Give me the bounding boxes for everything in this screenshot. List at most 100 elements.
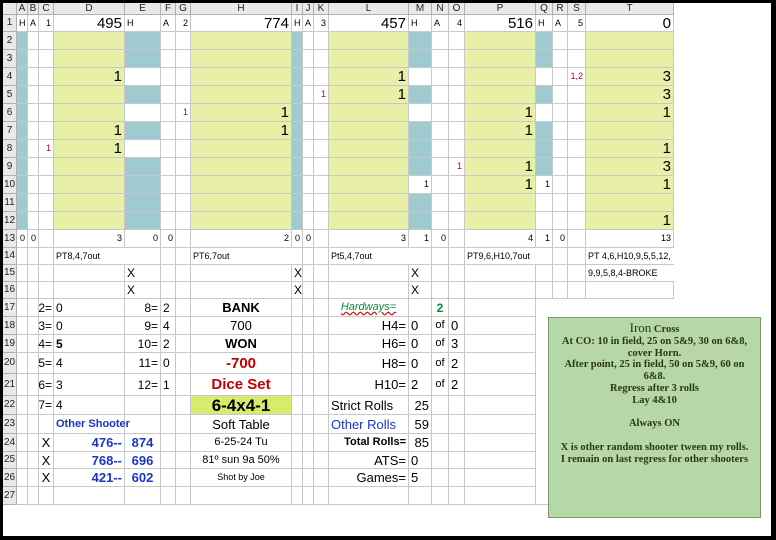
- cell-t3[interactable]: [586, 50, 674, 68]
- cell-d27[interactable]: [54, 487, 125, 505]
- cell-n22[interactable]: [432, 396, 449, 415]
- cell-l13[interactable]: 3: [329, 230, 409, 248]
- cell-g10[interactable]: [176, 176, 191, 194]
- session-date[interactable]: 6-25-24 Tu: [191, 434, 292, 452]
- cell-s14[interactable]: [568, 248, 586, 265]
- column-header-a[interactable]: A: [17, 3, 28, 15]
- cell-n10[interactable]: [432, 176, 449, 194]
- cell-l10[interactable]: [329, 176, 409, 194]
- cell-i22[interactable]: [292, 396, 303, 415]
- cell-b11[interactable]: [28, 194, 39, 212]
- cell-t1[interactable]: 0: [586, 15, 674, 32]
- cell-a21[interactable]: [17, 374, 28, 396]
- cell-f13[interactable]: 0: [161, 230, 176, 248]
- cell-a10[interactable]: [17, 176, 28, 194]
- other-rolls-label[interactable]: Other Rolls: [329, 415, 409, 434]
- cell-k8[interactable]: [314, 140, 329, 158]
- row-header-23[interactable]: 23: [3, 415, 17, 434]
- cell-p14[interactable]: PT9,6,H10,7out: [465, 248, 536, 265]
- cell-a12[interactable]: [17, 212, 28, 230]
- cell-i9[interactable]: [292, 158, 303, 176]
- cell-i13[interactable]: 0: [292, 230, 303, 248]
- column-header-g[interactable]: G: [176, 3, 191, 15]
- cell-l16[interactable]: [329, 282, 409, 299]
- other-shooter-bank[interactable]: 768--: [54, 452, 125, 469]
- cell-o2[interactable]: [449, 32, 465, 50]
- cell-k1[interactable]: 3: [314, 15, 329, 32]
- cell-b6[interactable]: [28, 104, 39, 122]
- cell-m11[interactable]: [409, 194, 432, 212]
- cell-j25[interactable]: [303, 452, 314, 469]
- cell-h4[interactable]: [191, 68, 292, 86]
- cell-q13[interactable]: 1: [536, 230, 553, 248]
- cell-b18[interactable]: [28, 317, 39, 335]
- strict-rolls-value[interactable]: 25: [409, 396, 432, 415]
- row-header-5[interactable]: 5: [3, 86, 17, 104]
- cell-q3[interactable]: [536, 50, 553, 68]
- cell-r2[interactable]: [553, 32, 568, 50]
- cell-e2[interactable]: [125, 32, 161, 50]
- cell-o13[interactable]: [449, 230, 465, 248]
- cell-q9[interactable]: [536, 158, 553, 176]
- cell-j13[interactable]: 0: [303, 230, 314, 248]
- cell-k3[interactable]: [314, 50, 329, 68]
- column-header-i[interactable]: I: [292, 3, 303, 15]
- cell-o5[interactable]: [449, 86, 465, 104]
- cell-k26[interactable]: [314, 469, 329, 487]
- cell-q12[interactable]: [536, 212, 553, 230]
- column-header-n[interactable]: N: [432, 3, 449, 15]
- cell-n12[interactable]: [432, 212, 449, 230]
- cell-k9[interactable]: [314, 158, 329, 176]
- cell-b16[interactable]: [28, 282, 39, 299]
- cell-q11[interactable]: [536, 194, 553, 212]
- cell-i1[interactable]: H: [292, 15, 303, 32]
- cell-e9[interactable]: [125, 158, 161, 176]
- cell-i25[interactable]: [292, 452, 303, 469]
- cell-c15[interactable]: [39, 265, 54, 282]
- cell-m7[interactable]: [409, 122, 432, 140]
- cell-i4[interactable]: [292, 68, 303, 86]
- cell-c2[interactable]: [39, 32, 54, 50]
- cell-p18[interactable]: [465, 317, 536, 335]
- cell-e15[interactable]: X: [125, 265, 161, 282]
- cell-g26[interactable]: [176, 469, 191, 487]
- cell-o26[interactable]: [449, 469, 465, 487]
- cell-k22[interactable]: [314, 396, 329, 415]
- cell-o16[interactable]: [449, 282, 465, 299]
- column-header-t[interactable]: T: [586, 3, 674, 15]
- cell-l3[interactable]: [329, 50, 409, 68]
- cell-m14[interactable]: [409, 248, 432, 265]
- cell-p11[interactable]: [465, 194, 536, 212]
- won-label[interactable]: WON: [191, 335, 292, 353]
- cell-a13[interactable]: 0: [17, 230, 28, 248]
- cell-b19[interactable]: [28, 335, 39, 353]
- column-header-f[interactable]: F: [161, 3, 176, 15]
- cell-p17[interactable]: [465, 299, 536, 317]
- cell-g3[interactable]: [176, 50, 191, 68]
- cell-r1[interactable]: A: [553, 15, 568, 32]
- dice-count-value[interactable]: 4: [54, 353, 125, 374]
- hardway-of[interactable]: of: [432, 374, 449, 396]
- cell-g19[interactable]: [176, 335, 191, 353]
- cell-i26[interactable]: [292, 469, 303, 487]
- cell-k24[interactable]: [314, 434, 329, 452]
- other-shooter-label[interactable]: Other Shooter: [54, 415, 130, 434]
- cell-m5[interactable]: [409, 86, 432, 104]
- cell-k13[interactable]: [314, 230, 329, 248]
- cell-s7[interactable]: [568, 122, 586, 140]
- cell-s16[interactable]: [568, 282, 586, 299]
- cell-b12[interactable]: [28, 212, 39, 230]
- cell-n2[interactable]: [432, 32, 449, 50]
- cell-f1[interactable]: A: [161, 15, 176, 32]
- cell-t2[interactable]: [586, 32, 674, 50]
- dice-count-value[interactable]: 4: [161, 317, 176, 335]
- cell-n1[interactable]: A: [432, 15, 449, 32]
- cell-n23[interactable]: [432, 415, 449, 434]
- cell-d6[interactable]: [54, 104, 125, 122]
- cell-e27[interactable]: [125, 487, 161, 505]
- cell-j1[interactable]: A: [303, 15, 314, 32]
- ats-value[interactable]: 0: [409, 452, 432, 469]
- cell-f24[interactable]: [161, 434, 176, 452]
- cell-a9[interactable]: [17, 158, 28, 176]
- cell-f6[interactable]: [161, 104, 176, 122]
